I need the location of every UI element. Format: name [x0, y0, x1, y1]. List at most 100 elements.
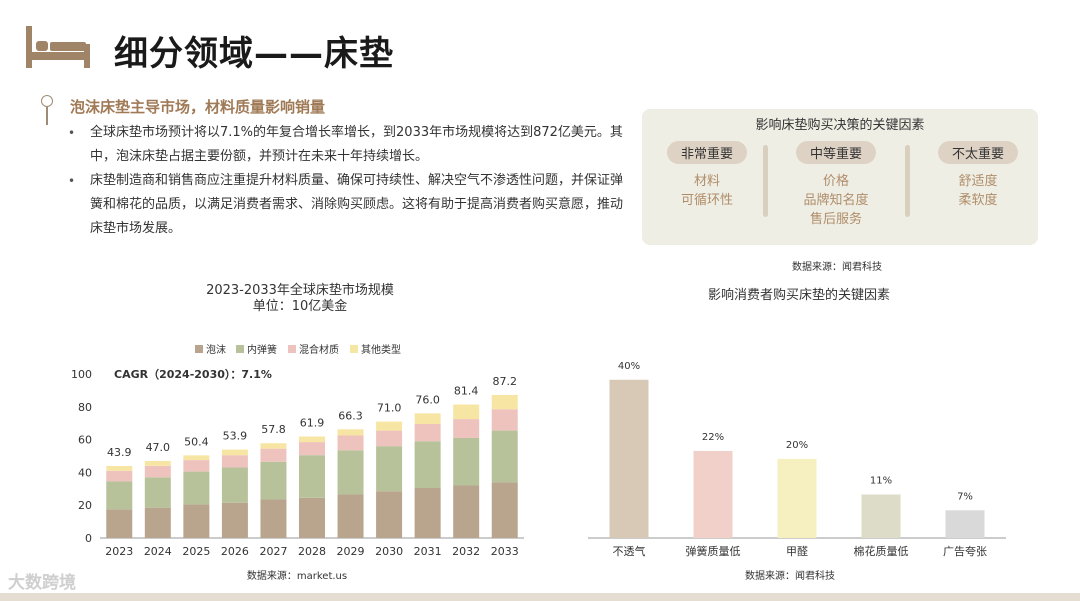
factor-label: 不太重要 — [937, 141, 1018, 164]
bar-segment — [106, 509, 133, 538]
factor-item: 柔软度 — [958, 193, 998, 208]
factor-column-high: 非常重要 材料 可循环性 — [652, 141, 762, 210]
bar-segment — [376, 430, 403, 447]
total-label: 47.0 — [146, 441, 171, 454]
x-tick-label: 甲醛 — [786, 544, 808, 558]
factor-column-low: 不太重要 舒适度 柔软度 — [923, 141, 1033, 210]
x-tick-label: 2029 — [337, 545, 365, 558]
legend-label: 内弹簧 — [247, 343, 277, 356]
factor-divider — [763, 145, 768, 217]
bar-segment — [337, 450, 364, 495]
bar-segment — [491, 394, 518, 410]
total-label: 50.4 — [184, 435, 209, 448]
bar-segment — [221, 467, 248, 503]
value-label: 7% — [957, 491, 973, 502]
total-label: 87.2 — [492, 375, 517, 388]
value-label: 40% — [618, 361, 640, 372]
x-tick-label: 2024 — [144, 545, 172, 558]
x-tick-label: 2026 — [221, 545, 249, 558]
total-label: 53.9 — [223, 430, 248, 443]
y-tick-label: 20 — [78, 499, 92, 512]
total-label: 57.8 — [261, 423, 286, 436]
bed-icon — [26, 26, 90, 68]
y-tick-label: 40 — [78, 466, 92, 479]
x-tick-label: 2030 — [375, 545, 403, 558]
bar-segment — [491, 409, 518, 431]
factor-item: 价格 — [822, 174, 849, 189]
bullet-item: 床垫制造商和销售商应注重提升材料质量、确保可持续性、解决空气不渗透性问题，并保证… — [68, 169, 628, 241]
bar-segment — [183, 471, 210, 505]
x-tick-label: 2032 — [452, 545, 480, 558]
bar-segment — [260, 448, 287, 462]
total-label: 43.9 — [107, 446, 132, 459]
bar-segment — [414, 487, 441, 538]
value-label: 11% — [870, 475, 892, 486]
factor-item: 材料 — [693, 174, 720, 189]
x-tick-label: 不透气 — [613, 544, 646, 558]
x-tick-label: 2028 — [298, 545, 326, 558]
bar-segment — [414, 413, 441, 425]
bar-segment — [337, 494, 364, 538]
bar-segment — [453, 437, 480, 486]
chart-title: 2023-2033年全球床垫市场规模 — [206, 282, 394, 298]
bar-segment — [299, 436, 325, 443]
y-tick-label: 100 — [71, 368, 92, 381]
chart-title: 影响消费者购买床垫的关键因素 — [708, 287, 890, 303]
x-tick-label: 弹簧质量低 — [686, 544, 741, 558]
bar-segment — [183, 460, 210, 472]
bar-segment — [337, 429, 364, 436]
bullet-item: 全球床垫市场预计将以7.1%的年复合增长率增长，到2033年市场规模将达到872… — [68, 121, 628, 169]
total-label: 76.0 — [415, 393, 440, 406]
bar-segment — [376, 421, 403, 431]
bar-segment — [491, 430, 518, 483]
section-heading: 泡沫床垫主导市场，材料质量影响销量 — [70, 98, 326, 116]
bar-segment — [106, 481, 133, 510]
key-factors-title: 影响床垫购买决策的关键因素 — [755, 118, 925, 133]
bar-segment — [414, 441, 441, 488]
bar-segment — [106, 470, 133, 482]
purchase-factors-chart: 影响消费者购买床垫的关键因素 40% 不透气 22% 弹簧质量低 20% 甲醛 11% 棉花质量… — [588, 287, 1006, 582]
bar-segment — [260, 443, 287, 449]
bar-segment — [183, 455, 210, 461]
legend-swatch — [195, 345, 203, 353]
bar-segment — [453, 404, 480, 420]
chart-subtitle: 单位：10亿美金 — [253, 298, 348, 314]
total-label: 71.0 — [377, 402, 402, 415]
bar-segment — [106, 466, 133, 471]
bar-segment — [337, 435, 364, 451]
chart-source: 数据来源：market.us — [247, 569, 347, 582]
bar-segment — [299, 455, 325, 498]
bar-segment — [376, 491, 403, 538]
page-title: 细分领域——床垫 — [114, 34, 394, 74]
bar — [777, 458, 817, 538]
legend-swatch — [236, 345, 244, 353]
footer-bar — [0, 593, 1080, 601]
bar-segment — [260, 499, 287, 538]
footer-logo: 大数跨境 — [8, 573, 76, 593]
y-tick-label: 80 — [78, 401, 92, 414]
bar-segment — [414, 424, 441, 442]
legend-label: 混合材质 — [299, 343, 339, 356]
total-label: 61.9 — [300, 416, 325, 429]
bar — [609, 379, 649, 538]
x-tick-label: 2031 — [414, 545, 442, 558]
bar-segment — [144, 477, 171, 508]
value-label: 20% — [786, 440, 808, 451]
bar-segment — [144, 460, 171, 466]
bar — [861, 494, 901, 538]
factors-source: 数据来源：闻君科技 — [792, 262, 882, 273]
cagr-annotation: CAGR（2024-2030）：7.1% — [114, 368, 272, 381]
legend-swatch — [350, 345, 358, 353]
value-label: 22% — [702, 432, 724, 443]
legend-label: 其他类型 — [361, 343, 401, 356]
factor-item: 品牌知名度 — [803, 193, 869, 208]
factor-item: 可循环性 — [680, 193, 733, 208]
bar-segment — [260, 461, 287, 500]
y-tick-label: 0 — [85, 532, 92, 545]
x-tick-label: 2027 — [259, 545, 287, 558]
bar-segment — [491, 482, 518, 538]
bullet-list: 全球床垫市场预计将以7.1%的年复合增长率增长，到2033年市场规模将达到872… — [68, 121, 628, 241]
x-tick-label: 2025 — [182, 545, 210, 558]
bar-segment — [183, 504, 210, 538]
